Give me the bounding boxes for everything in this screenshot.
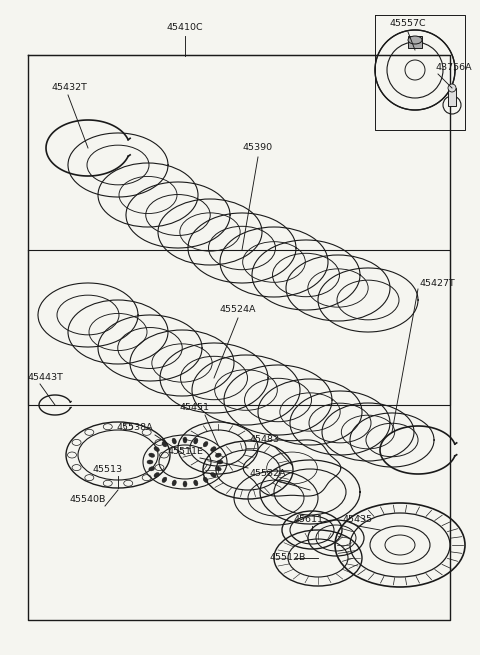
Text: 43756A: 43756A xyxy=(435,64,472,73)
Ellipse shape xyxy=(203,477,208,483)
Text: 45524A: 45524A xyxy=(220,305,256,314)
Text: 45410C: 45410C xyxy=(167,24,204,33)
Ellipse shape xyxy=(211,472,216,477)
Bar xyxy=(448,88,456,106)
Ellipse shape xyxy=(183,437,187,443)
Ellipse shape xyxy=(203,441,208,447)
Text: 45611: 45611 xyxy=(293,515,323,525)
Text: 45532A: 45532A xyxy=(250,470,286,479)
Ellipse shape xyxy=(408,36,422,44)
Ellipse shape xyxy=(162,477,167,483)
Ellipse shape xyxy=(211,447,216,451)
Ellipse shape xyxy=(149,453,155,457)
Ellipse shape xyxy=(172,438,176,444)
Ellipse shape xyxy=(149,466,155,471)
Text: 45427T: 45427T xyxy=(420,278,456,288)
Text: 45432T: 45432T xyxy=(52,83,88,92)
Bar xyxy=(408,36,422,48)
Text: 45435: 45435 xyxy=(343,515,373,525)
Ellipse shape xyxy=(194,438,198,444)
Text: 45390: 45390 xyxy=(243,143,273,153)
Text: 45512B: 45512B xyxy=(270,553,306,563)
Ellipse shape xyxy=(448,84,456,92)
Ellipse shape xyxy=(154,472,159,477)
Ellipse shape xyxy=(217,460,223,464)
Text: 45557C: 45557C xyxy=(390,20,426,29)
Text: 45443T: 45443T xyxy=(28,373,64,383)
Text: 45538A: 45538A xyxy=(117,424,153,432)
Text: 45540B: 45540B xyxy=(70,495,106,504)
Ellipse shape xyxy=(147,460,153,464)
Ellipse shape xyxy=(154,447,159,451)
Text: 45483: 45483 xyxy=(250,436,280,445)
Ellipse shape xyxy=(172,480,176,486)
Ellipse shape xyxy=(162,441,167,447)
Text: 45513: 45513 xyxy=(93,466,123,474)
Ellipse shape xyxy=(183,481,187,487)
Text: 45511E: 45511E xyxy=(167,447,203,457)
Ellipse shape xyxy=(194,480,198,486)
Ellipse shape xyxy=(216,453,221,457)
Ellipse shape xyxy=(216,466,221,471)
Text: 45451: 45451 xyxy=(180,403,210,413)
